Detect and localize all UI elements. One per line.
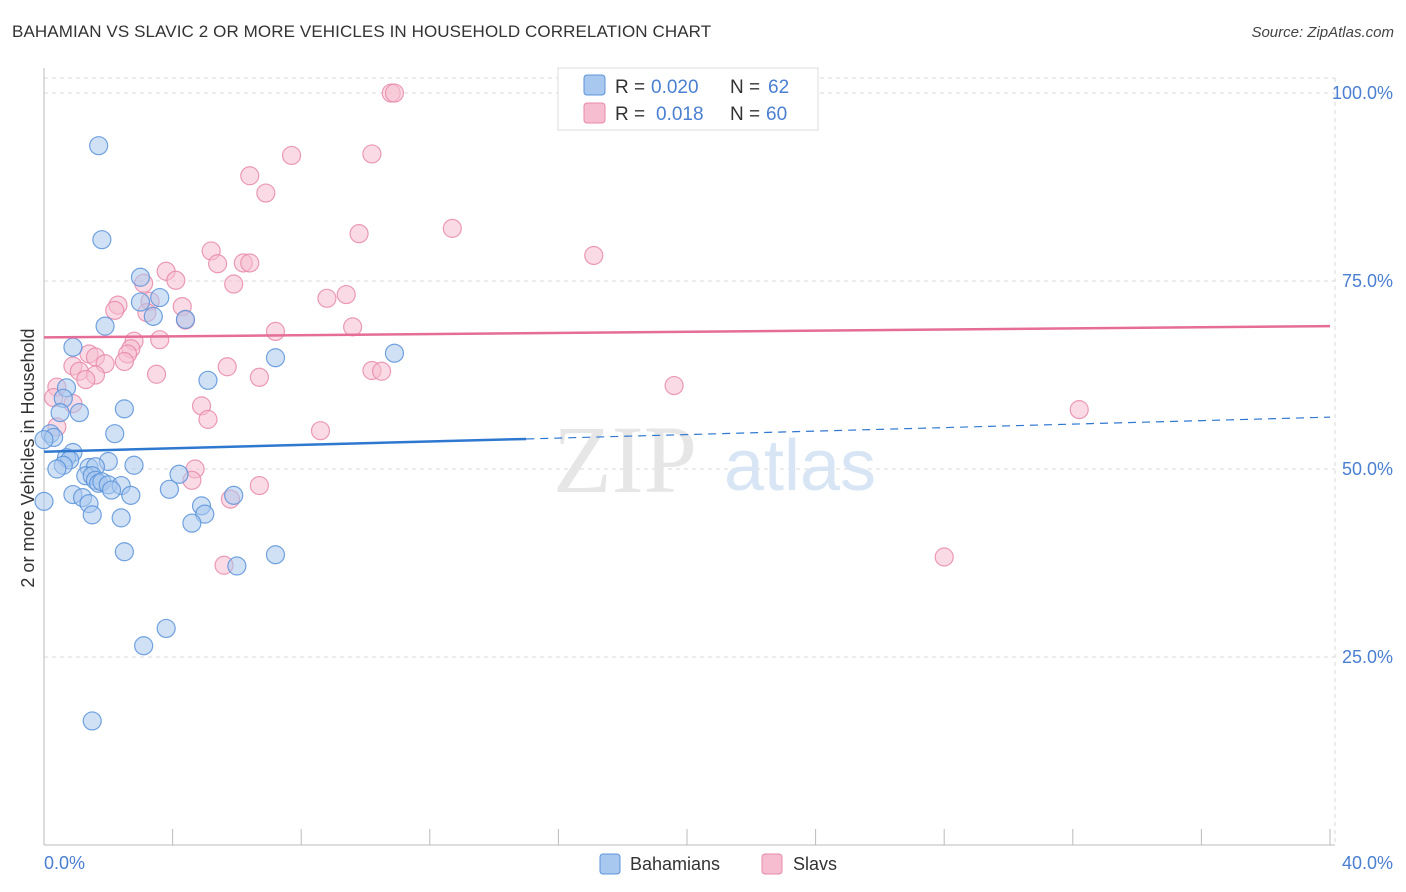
bahamian-point <box>159 479 179 499</box>
slav-trend-line <box>43 324 1331 339</box>
bahamian-point <box>130 267 151 287</box>
slav-point <box>217 357 237 377</box>
axis-layer: 25.0% 50.0% 75.0% 100.0% 0.0% 40.0% <box>43 68 1393 873</box>
top-legend: R = 0.020 N = 62 R = 0.018 N = 60 <box>557 67 819 131</box>
slav-point <box>1069 400 1089 420</box>
slav-point <box>664 375 684 396</box>
bahamian-point <box>34 430 54 450</box>
legend-n-value-1: 62 <box>768 77 789 98</box>
grid-layer <box>44 77 1336 845</box>
bahamian-point <box>182 513 202 533</box>
slav-point <box>343 317 363 337</box>
slav-point <box>256 183 276 203</box>
bahamian-point <box>134 636 154 656</box>
y-tick-label: 50.0% <box>1342 459 1393 479</box>
y-tick-label: 25.0% <box>1342 647 1393 667</box>
source-note: Source: ZipAtlas.com <box>1251 24 1394 41</box>
slav-point <box>281 145 302 166</box>
legend-r-label-2: R = <box>615 104 645 125</box>
slav-point <box>349 224 369 244</box>
bahamian-point <box>121 485 141 505</box>
bottom-legend-slavs: Slavs <box>793 854 837 874</box>
legend-swatch-slavs <box>583 102 606 124</box>
bahamian-point <box>265 348 286 368</box>
watermark-zip: ZIP <box>553 406 697 513</box>
bahamian-point <box>114 542 134 562</box>
x-tick-label: 40.0% <box>1342 853 1393 873</box>
bahamian-point <box>82 711 102 731</box>
bahamian-point <box>63 337 83 357</box>
legend-swatch-bahamians <box>583 74 606 96</box>
bottom-legend-swatch-bahamians <box>599 853 621 875</box>
bahamian-trend-line <box>43 437 527 453</box>
bahamian-point <box>150 287 170 308</box>
bahamian-point <box>198 370 218 390</box>
y-tick-label: 100.0% <box>1332 83 1393 103</box>
bahamian-point <box>34 491 54 511</box>
bahamian-point <box>265 545 286 565</box>
x-tick-label: 0.0% <box>44 853 85 873</box>
bahamian-point <box>175 309 196 329</box>
bahamian-point <box>124 455 144 475</box>
legend-n-label-1: N = <box>730 77 760 98</box>
slav-point <box>362 144 382 164</box>
slav-point <box>249 475 270 496</box>
chart-title: BAHAMIAN VS SLAVIC 2 OR MORE VEHICLES IN… <box>12 22 712 41</box>
watermark: ZIP atlas <box>553 406 876 513</box>
slav-point <box>442 218 462 238</box>
slav-point <box>240 166 260 186</box>
legend-r-label-1: R = <box>615 77 645 98</box>
slav-point <box>249 367 270 387</box>
slav-point <box>150 330 170 350</box>
legend-n-value-2: 60 <box>766 104 787 125</box>
slav-point <box>584 245 604 266</box>
bahamian-point <box>224 485 244 505</box>
bahamian-point <box>384 343 405 363</box>
bottom-legend-bahamians: Bahamians <box>630 854 720 874</box>
watermark-atlas: atlas <box>724 426 876 506</box>
slav-point <box>224 274 244 294</box>
trend-layer <box>43 324 1331 453</box>
bahamian-point <box>92 230 112 250</box>
slav-point <box>240 253 260 273</box>
bahamian-point <box>47 459 67 479</box>
bahamian-point <box>114 399 134 419</box>
slav-point <box>310 421 331 441</box>
bahamian-point <box>101 480 122 500</box>
y-tick-label: 75.0% <box>1342 271 1393 291</box>
points-layer <box>34 83 1089 731</box>
bahamian-point <box>143 306 163 326</box>
bahamian-point <box>69 403 89 423</box>
slav-point <box>317 288 337 308</box>
slav-point <box>76 369 96 390</box>
slav-point <box>166 270 186 290</box>
legend-r-value-1: 0.020 <box>651 77 699 98</box>
bahamian-point <box>82 505 102 525</box>
slav-point <box>384 83 405 103</box>
legend-n-label-2: N = <box>730 104 760 125</box>
slav-point <box>198 409 218 429</box>
slav-point <box>208 254 228 274</box>
bottom-legend-swatch-slavs <box>761 853 783 875</box>
bahamian-point <box>156 618 176 639</box>
slav-point <box>105 300 125 320</box>
bahamian-point <box>50 403 70 423</box>
bahamian-point <box>130 292 151 312</box>
slav-point <box>265 321 286 342</box>
bahamian-point <box>169 464 189 484</box>
bottom-legend: Bahamians Slavs <box>599 853 837 875</box>
legend-r-value-2: 0.018 <box>656 104 704 125</box>
y-axis-label: 2 or more Vehicles in Household <box>18 328 38 587</box>
slav-point <box>371 361 392 381</box>
slav-point <box>934 547 954 567</box>
bahamian-point <box>95 316 115 336</box>
bahamian-point <box>227 556 247 576</box>
slav-point <box>114 351 134 372</box>
bahamian-point <box>111 508 131 528</box>
bahamian-point <box>105 424 125 444</box>
bahamian-point <box>89 136 109 156</box>
slav-point <box>146 364 167 384</box>
slav-point <box>336 284 356 305</box>
